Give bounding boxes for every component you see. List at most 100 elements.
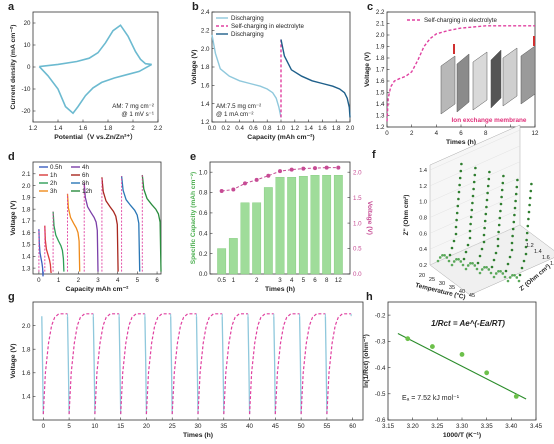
eis-point xyxy=(498,216,502,220)
voltage-point xyxy=(231,187,236,192)
eis-point xyxy=(470,208,474,212)
y-tick-label: 2.1 xyxy=(22,171,31,178)
eis-point xyxy=(496,237,500,241)
eis-point xyxy=(499,209,502,213)
x-tick-label: 40 xyxy=(246,423,253,430)
eis-point xyxy=(530,182,533,186)
discharge-segment xyxy=(247,316,251,415)
grid-line xyxy=(429,224,521,266)
self-charge-segment xyxy=(326,313,352,415)
activation-energy-label: Eₐ = 7.52 kJ mol⁻¹ xyxy=(402,395,460,402)
x-tick-label: 1.4 xyxy=(54,125,63,132)
eis-arc-point xyxy=(455,257,458,261)
x-tick-label: 0 xyxy=(42,423,46,430)
eis-point xyxy=(456,204,460,208)
x-axis-label: Times (h) xyxy=(446,139,476,146)
eis-arc-point xyxy=(438,256,442,259)
eis-point xyxy=(486,184,490,188)
eis-arc-point xyxy=(494,272,498,275)
electrode-plate xyxy=(456,53,470,113)
eis-point xyxy=(487,177,491,181)
eis-arc-point xyxy=(475,267,479,271)
eis-point xyxy=(469,215,473,219)
voltage-point xyxy=(301,166,306,171)
y-tick-label: 2.0 xyxy=(201,46,210,53)
y-tick-label: 2.0 xyxy=(22,323,31,330)
eis-point xyxy=(526,224,530,228)
y-tick-label: 1.9 xyxy=(376,44,385,51)
capacity-bar xyxy=(263,187,273,275)
eis-point xyxy=(528,196,532,200)
discharge-segment xyxy=(92,316,96,415)
x-tick-label: 30 xyxy=(195,423,202,430)
legend-label: Self-charging in electrolyte xyxy=(231,23,304,30)
terminal-positive xyxy=(453,44,455,54)
eis-point xyxy=(510,248,514,252)
eis-point xyxy=(474,166,477,170)
x-tick-label: 2 xyxy=(255,277,259,284)
eis-point xyxy=(525,231,529,235)
y-tick-label: 0.4 xyxy=(199,230,208,237)
capacity-bar xyxy=(240,202,250,275)
eis-arc-point xyxy=(492,275,496,279)
self-charge-segment xyxy=(300,313,326,415)
capacity-bar xyxy=(322,175,332,275)
x-tick-label: 3.25 xyxy=(431,423,444,430)
eis-arc-point xyxy=(466,264,470,267)
x-tick-label: 0 xyxy=(37,277,41,284)
x-tick-label: 60 xyxy=(349,423,356,430)
capacity-bar xyxy=(298,176,308,275)
eis-arc-point xyxy=(461,263,465,267)
eis-point xyxy=(514,192,518,196)
x-tick-label: 0.4 xyxy=(235,125,244,132)
fit-line xyxy=(397,333,527,400)
y-tick-label: 10 xyxy=(24,42,31,49)
eis-point xyxy=(511,227,515,231)
legend-label: 6h xyxy=(82,172,89,179)
eis-point xyxy=(504,269,508,273)
eis-arc-point xyxy=(501,272,505,275)
discharge-segment xyxy=(66,316,70,415)
x-tick-label: 2 xyxy=(410,130,414,137)
self-charge-segment xyxy=(120,313,145,415)
voltage-point xyxy=(254,177,259,182)
y-right-tick-label: 0.0 xyxy=(353,271,362,278)
eis-arc-point xyxy=(480,268,484,271)
eis-point xyxy=(485,198,489,202)
y-tick-label: 1.8 xyxy=(376,55,385,62)
eis-point xyxy=(458,183,461,187)
self-charge-segment xyxy=(197,313,223,415)
eis-point xyxy=(510,241,514,245)
eis-arc-point xyxy=(515,276,519,279)
eis-point xyxy=(483,219,487,223)
x-tick-label: 12 xyxy=(532,130,539,137)
y-axis-label: ln(1/Rct) (ohm⁻¹) xyxy=(363,334,370,388)
terminal xyxy=(533,36,535,46)
y-tick-label: 1.4 xyxy=(419,168,427,174)
discharge-curve xyxy=(101,177,119,272)
eis-point xyxy=(528,203,531,207)
eis-point xyxy=(457,190,461,194)
eis-point xyxy=(512,220,516,224)
annotation: @ 1 mA cm⁻² xyxy=(216,111,253,118)
y-tick-label: 1.5 xyxy=(376,90,385,97)
y-axis-label: Voltage (V) xyxy=(191,50,198,85)
x-tick-label: 2.0 xyxy=(346,125,355,132)
eis-arc-point xyxy=(513,273,516,277)
legend-label: 12h xyxy=(82,188,93,195)
legend-label: 1h xyxy=(50,172,57,179)
panel-letter: g xyxy=(8,291,15,303)
x-tick-label: 0.8 xyxy=(263,125,272,132)
data-point xyxy=(405,336,411,342)
cv-curve xyxy=(39,24,152,68)
eis-point xyxy=(476,261,480,265)
y-tick-label: 1.4 xyxy=(22,394,31,401)
x-tick-label: 0.5 xyxy=(217,277,226,284)
y-axis-label: Voltage (V) xyxy=(10,201,17,236)
eis-arc-point xyxy=(441,253,444,257)
data-point xyxy=(459,352,465,357)
eis-point xyxy=(448,253,452,257)
x-tick-label: 3.30 xyxy=(456,423,469,430)
eis-point xyxy=(472,187,475,191)
self-charge-segment xyxy=(223,313,248,415)
